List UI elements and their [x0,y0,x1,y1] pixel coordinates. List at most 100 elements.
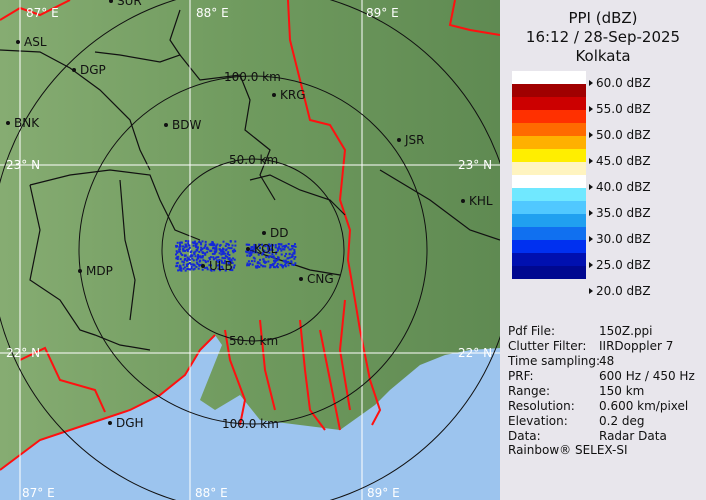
city-dot [201,264,205,268]
echo-pixel [215,259,218,262]
echo-pixel [190,265,193,268]
info-key: Clutter Filter: [508,339,587,353]
echo-pixel [182,267,185,270]
echo-pixel [192,244,195,247]
echo-pixel [256,262,259,265]
echo-pixel [233,258,236,261]
echo-pixel [209,243,212,246]
echo-pixel [269,265,272,268]
echo-pixel [280,263,283,266]
timestamp: 16:12 / 28-Sep-2025 [525,28,681,46]
echo-pixel [221,267,224,270]
legend-label: 35.0 dBZ [589,206,651,220]
echo-pixel [231,262,234,264]
echo-pixel [273,257,276,260]
echo-pixel [280,243,283,246]
echo-pixel [193,251,196,254]
echo-pixel [204,245,207,248]
legend-band [512,266,586,279]
echo-pixel [175,253,177,256]
echo-pixel [246,264,249,267]
legend-band [512,97,586,110]
echo-pixel [222,240,225,243]
info-row: Range: 150 km [508,384,644,398]
echo-pixel [220,253,223,256]
echo-pixel [208,258,211,261]
echo-pixel [187,258,190,261]
city-dot [6,121,10,125]
echo-pixel [250,246,253,249]
echo-pixel [275,251,278,253]
info-key: Pdf File: [508,324,556,338]
echo-pixel [251,248,254,251]
echo-pixel [271,249,274,251]
echo-pixel [209,268,212,271]
echo-pixel [195,261,198,264]
radar-echoes [175,240,297,272]
echo-pixel [233,264,236,267]
echo-pixel [275,252,277,255]
echo-pixel [179,258,182,261]
legend-band [512,188,586,201]
echo-pixel [246,243,249,246]
echo-pixel [197,257,200,260]
echo-pixel [229,261,232,263]
echo-pixel [217,260,220,263]
echo-pixel [198,264,201,267]
echo-pixel [179,243,181,246]
echo-pixel [274,260,277,262]
info-row: Clutter Filter: IIRDoppler 7 [508,339,673,353]
info-row: Data: Radar Data [508,429,667,443]
echo-pixel [271,263,274,266]
echo-pixel [293,250,296,253]
echo-pixel [274,244,277,246]
city-dot [78,269,82,273]
echo-pixel [283,248,286,251]
echo-pixel [288,252,291,255]
echo-pixel [294,262,297,265]
echo-pixel [273,259,275,262]
echo-pixel [208,243,211,246]
echo-pixel [204,266,207,269]
info-key: PRF: [508,369,534,383]
city-dot [272,93,276,97]
echo-pixel [207,260,210,263]
echo-pixel [262,252,265,255]
echo-pixel [246,262,249,265]
lon-label-89-bottom: 89° E [367,486,400,500]
echo-pixel [201,256,204,259]
legend-band [512,110,586,123]
echo-pixel [213,252,216,255]
echo-pixel [213,250,216,253]
echo-pixel [253,243,256,246]
echo-pixel [276,247,279,250]
echo-pixel [274,246,277,249]
echo-pixel [177,269,180,272]
echo-pixel [179,244,182,247]
echo-pixel [269,245,272,248]
city-dot [397,138,401,142]
echo-pixel [187,263,190,265]
echo-pixel [178,246,181,248]
echo-pixel [227,243,230,246]
echo-pixel [206,268,209,271]
lat-label-23-left: 23° N [6,158,40,172]
echo-pixel [287,257,290,260]
echo-pixel [227,258,230,261]
echo-pixel [281,245,284,248]
echo-pixel [251,251,254,254]
echo-pixel [294,245,297,248]
echo-pixel [221,265,223,268]
echo-pixel [176,258,179,260]
legend-band [512,240,586,253]
echo-pixel [249,251,252,254]
echo-pixel [195,249,198,251]
echo-pixel [285,252,288,255]
echo-pixel [197,267,200,270]
info-value: IIRDoppler 7 [599,339,674,353]
echo-pixel [268,255,271,258]
echo-pixel [200,256,202,259]
echo-pixel [214,251,217,254]
echo-pixel [288,256,291,259]
echo-pixel [291,253,294,256]
